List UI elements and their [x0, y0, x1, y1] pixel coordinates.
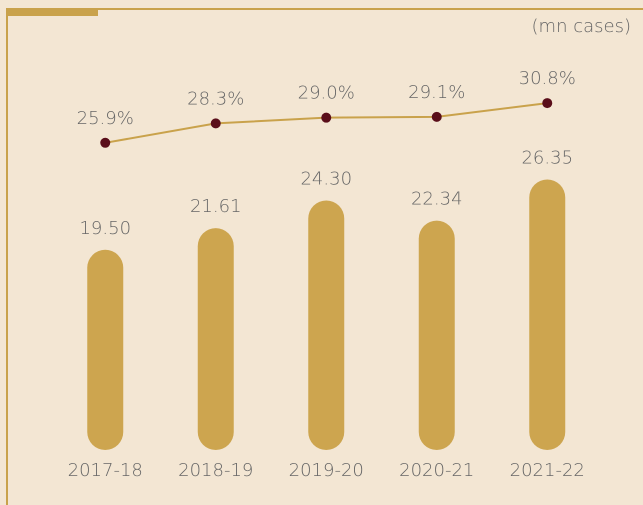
bar-value-label: 26.35 [521, 147, 573, 168]
x-tick-label: 2017-18 [68, 460, 143, 481]
line-value-label: 29.0% [298, 83, 355, 104]
bar [529, 179, 566, 450]
x-tick-label: 2021-22 [510, 460, 585, 481]
bar [308, 200, 345, 450]
bar [197, 228, 234, 450]
bar [87, 249, 124, 450]
bar-value-label: 21.61 [190, 196, 242, 217]
unit-label: (mn cases) [532, 16, 631, 37]
line-marker [542, 98, 553, 109]
bar [418, 220, 455, 450]
frame-tab [7, 8, 98, 16]
line-value-label: 30.8% [519, 68, 576, 89]
line-value-label: 29.1% [408, 82, 465, 103]
line-value-label: 28.3% [187, 88, 244, 109]
bar-value-label: 24.30 [300, 169, 352, 190]
bar-value-label: 19.50 [79, 218, 131, 239]
x-tick-label: 2018-19 [178, 460, 253, 481]
x-tick-label: 2019-20 [289, 460, 364, 481]
line-marker [100, 137, 111, 148]
line-marker [210, 118, 221, 129]
x-tick-label: 2020-21 [399, 460, 474, 481]
bar-value-label: 22.34 [411, 189, 463, 210]
line-marker [321, 112, 332, 123]
line-value-label: 25.9% [77, 108, 134, 129]
line-marker [431, 111, 442, 122]
